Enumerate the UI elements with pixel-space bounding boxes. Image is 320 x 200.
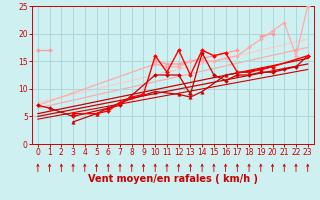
X-axis label: Vent moyen/en rafales ( km/h ): Vent moyen/en rafales ( km/h ) — [88, 174, 258, 184]
